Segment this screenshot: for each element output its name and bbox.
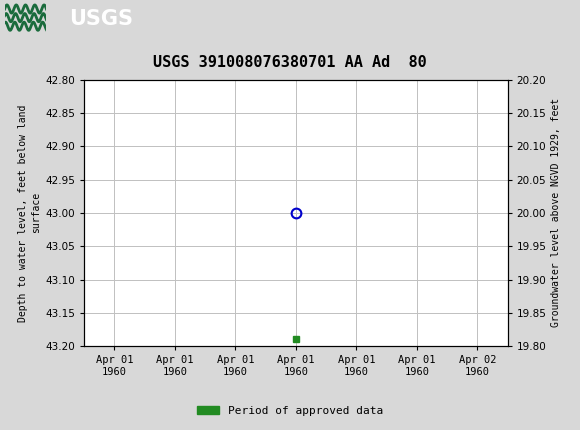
Y-axis label: Depth to water level, feet below land
surface: Depth to water level, feet below land su… — [18, 104, 41, 322]
Text: USGS: USGS — [70, 9, 133, 29]
Legend: Period of approved data: Period of approved data — [193, 401, 387, 420]
Text: USGS 391008076380701 AA Ad  80: USGS 391008076380701 AA Ad 80 — [153, 55, 427, 70]
Y-axis label: Groundwater level above NGVD 1929, feet: Groundwater level above NGVD 1929, feet — [550, 98, 560, 327]
